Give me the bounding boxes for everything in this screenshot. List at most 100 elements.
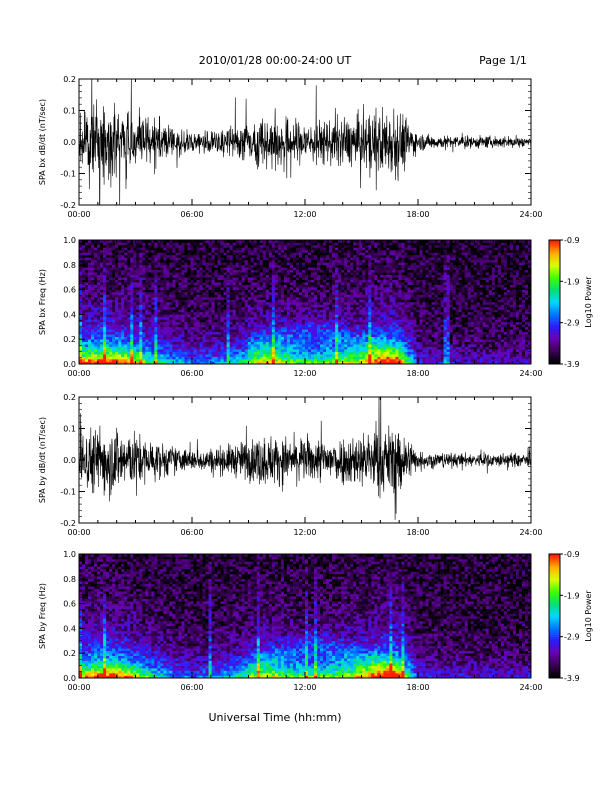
spectrogram-cell (280, 249, 285, 253)
spectrogram-cell (280, 321, 285, 325)
spectrogram-cell (301, 269, 306, 273)
spectrogram-cell (359, 346, 363, 350)
spectrogram-cell (79, 324, 83, 328)
spectrogram-cell (344, 351, 348, 355)
spectrogram-cell (85, 289, 89, 293)
spectrogram-cell (115, 282, 119, 285)
spectrogram-cell (163, 304, 167, 308)
spectrogram-cell (274, 259, 279, 263)
spectrogram-cell (341, 356, 345, 360)
spectrogram-cell (199, 351, 203, 355)
spectrogram-cell (103, 287, 107, 290)
spectrogram-cell (91, 274, 95, 278)
spectrogram-cell (139, 262, 143, 266)
spectrogram-cell (172, 311, 176, 315)
spectrogram-cell (226, 277, 230, 280)
spectrogram-cell (347, 262, 351, 266)
spectrogram-cell (268, 289, 273, 293)
spectrogram-cell (121, 252, 125, 256)
spectrogram-cell (335, 334, 339, 338)
spectrogram-cell (323, 279, 327, 283)
spectrogram-cell (139, 324, 143, 328)
spectrogram-cell (85, 242, 89, 246)
spectrogram-cell (100, 331, 104, 335)
spectrogram-cell (292, 272, 297, 276)
spectrogram-cell (172, 344, 176, 347)
spectrogram-cell (365, 359, 369, 362)
spectrogram-cell (277, 269, 282, 273)
spectrogram-cell (353, 247, 357, 251)
spectrogram-cell (305, 309, 309, 313)
spectrogram-cell (308, 244, 312, 248)
spectrogram-cell (295, 339, 300, 342)
spectrogram-cell (211, 244, 215, 248)
spectrogram-cell (130, 252, 134, 256)
spectrogram-cell (82, 282, 86, 285)
spectrogram-cell (283, 277, 288, 280)
spectrogram-cell (356, 356, 360, 360)
spectrogram-cell (112, 274, 116, 278)
spectrogram-cell (268, 272, 273, 276)
spectrogram-cell (292, 344, 297, 347)
spectrogram-cell (91, 294, 95, 298)
spectrogram-cell (368, 274, 372, 278)
spectrogram-cell (217, 244, 221, 248)
spectrogram-cell (344, 309, 348, 313)
spectrogram-cell (154, 331, 158, 335)
spectrogram-cell (151, 254, 155, 258)
spectrogram-cell (109, 341, 113, 345)
spectrogram-cell (88, 259, 92, 263)
spectrogram-cell (202, 289, 206, 293)
spectrogram-cell (217, 264, 221, 268)
spectrogram-cell (94, 316, 98, 320)
spectrogram-cell (181, 306, 185, 310)
spectrogram-cell (371, 314, 375, 318)
spectrogram-cell (127, 336, 131, 340)
spectrogram-cell (365, 292, 369, 295)
spectrogram-cell (341, 244, 345, 248)
spectrogram-cell (106, 311, 110, 315)
spectrogram-cell (353, 279, 357, 283)
spectrogram-cell (365, 249, 369, 253)
spectrogram-cell (232, 254, 236, 258)
spectrogram-cell (317, 282, 321, 285)
spectrogram-cell (332, 279, 336, 283)
spectrogram-cell (277, 334, 282, 338)
spectrogram-cell (199, 336, 203, 340)
spectrogram-cell (265, 356, 270, 360)
spectrogram-cell (262, 247, 267, 251)
spectrogram-cell (91, 306, 95, 310)
spectrogram-cell (148, 344, 152, 347)
page-number: Page 1/1 (479, 54, 527, 67)
spectrogram-cell (371, 299, 375, 303)
spectrogram-cell (211, 306, 215, 310)
spectrogram-cell (323, 356, 327, 360)
spectrogram-cell (323, 314, 327, 318)
spectrogram-cell (220, 302, 224, 305)
spectrogram-cell (238, 292, 243, 295)
spectrogram-cell (193, 321, 197, 325)
spectrogram-cell (163, 309, 167, 313)
spectrogram-cell (283, 356, 288, 360)
spectrogram-cell (353, 349, 357, 352)
spectrogram-cell (295, 242, 300, 246)
spectrogram-cell (181, 294, 185, 298)
spectrogram-cell (359, 302, 363, 305)
spectrogram-cell (205, 292, 209, 295)
spectrogram-cell (127, 359, 131, 362)
spectrogram-cell (139, 284, 143, 288)
spectrogram-cell (256, 277, 261, 280)
spectrogram-cell (371, 359, 375, 362)
spectrogram-cell (115, 269, 119, 273)
spectrogram-cell (232, 311, 236, 315)
spectrogram-cell (175, 267, 179, 271)
spectrogram-cell (244, 341, 249, 345)
spectrogram-cell (103, 272, 107, 276)
spectrogram-cell (292, 336, 297, 340)
spectrogram-cell (187, 279, 191, 283)
spectrogram-cell (247, 272, 252, 276)
spectrogram-cell (350, 297, 354, 300)
spectrogram-cell (172, 247, 176, 251)
spectrogram-cell (256, 279, 261, 283)
spectrogram-cell (289, 292, 294, 295)
